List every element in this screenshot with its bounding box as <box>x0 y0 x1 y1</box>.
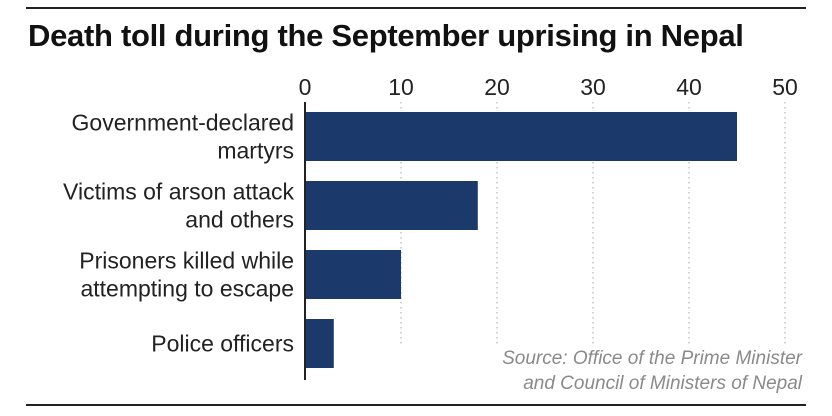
x-tick-label: 0 <box>299 74 312 100</box>
source-line-1: Source: Office of the Prime Minister <box>502 348 802 369</box>
bar <box>305 250 401 299</box>
source-note: Source: Office of the Prime Minister and… <box>382 346 802 396</box>
category-label: martyrs <box>217 138 294 164</box>
bar <box>305 319 334 368</box>
category-label: Prisoners killed while <box>79 248 294 274</box>
x-tick-label: 50 <box>772 74 798 100</box>
bottom-rule <box>26 404 806 406</box>
category-label: attempting to escape <box>80 276 294 302</box>
category-label: Police officers <box>151 331 294 357</box>
x-tick-label: 20 <box>484 74 510 100</box>
category-label: and others <box>185 207 294 233</box>
top-rule <box>26 7 806 9</box>
category-label: Victims of arson attack <box>63 179 294 205</box>
x-tick-label: 10 <box>388 74 414 100</box>
chart-title: Death toll during the September uprising… <box>28 18 744 53</box>
source-line-2: and Council of Ministers of Nepal <box>523 373 802 394</box>
x-tick-label: 40 <box>676 74 702 100</box>
bar <box>305 112 737 161</box>
x-tick-label: 30 <box>580 74 606 100</box>
category-label: Government-declared <box>72 110 294 136</box>
bar <box>305 181 478 230</box>
